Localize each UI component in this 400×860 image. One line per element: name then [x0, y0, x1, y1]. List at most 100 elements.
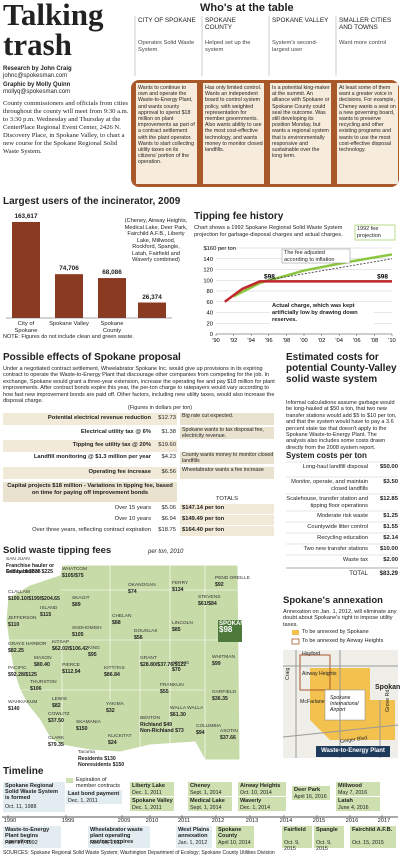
party-name: CITY OF SPOKANE	[138, 17, 196, 24]
county-fee: Residents $130	[78, 756, 116, 762]
event-box	[130, 797, 174, 811]
party-name: SMALLER CITIES AND TOWNS	[339, 17, 392, 31]
party-position: Has only limited control. Wants an indep…	[205, 85, 263, 154]
paragraph: Informal calculations assume garbage wou…	[286, 400, 397, 451]
section-title: Estimated costs for potential County-Val…	[286, 352, 397, 385]
county-name: SKAMANIA	[76, 720, 101, 725]
title: Talking trash	[3, 0, 104, 62]
county-name: CLARK	[48, 736, 64, 741]
row-value: $1.38	[161, 429, 176, 435]
county-fee: $99	[212, 661, 221, 667]
cost-label: Countywide litter control	[307, 524, 368, 530]
cost-value: $1.55	[383, 524, 398, 530]
airport	[324, 689, 366, 721]
event-label: Fairfield	[284, 827, 306, 833]
roads	[282, 650, 399, 758]
county-name: ASOTIN	[220, 729, 238, 734]
county-name: MASON	[34, 656, 52, 661]
county-name: LEWIS	[52, 697, 67, 702]
paragraph: Annexation on Jan. 1, 2012, will elimina…	[283, 609, 397, 628]
axis-label: 2015	[309, 818, 329, 825]
event-date: Dec. 1, 2011	[68, 797, 98, 804]
place-label: Craig	[285, 667, 291, 680]
category-label: Spokane Valley	[49, 321, 89, 327]
y-tick-label: 80	[207, 289, 213, 295]
event-date: Dec. 1, 2011	[132, 804, 162, 811]
value-label: 26,374	[142, 293, 162, 301]
party-name: SPOKANE COUNTY	[205, 17, 236, 31]
cost-label: Waste tax	[342, 557, 368, 563]
event-label: Millwood	[338, 783, 362, 789]
county-fee: $112.94	[62, 669, 81, 675]
event-date: Oct. 9, 2015	[316, 840, 332, 853]
axis-label: 2013	[242, 818, 262, 825]
party-name: SPOKANE VALLEY	[272, 17, 329, 24]
county-fee: $56	[134, 635, 143, 641]
bar	[138, 302, 166, 318]
event-date: Jan. 1, 2012	[178, 840, 208, 846]
event-box	[188, 782, 232, 796]
county-name: JEFFERSON	[8, 616, 37, 621]
chart-title: Tipping fee history	[194, 211, 284, 222]
cost-value: $2.14	[383, 535, 398, 541]
county-fee: $88	[112, 620, 121, 626]
county-fee: $98	[219, 625, 233, 634]
row-value: $6.94	[161, 516, 176, 522]
county-name: STEVENS	[198, 595, 221, 600]
row-band	[3, 413, 177, 425]
x-tick-label: '08	[371, 338, 379, 344]
county-fee: $61.30	[170, 712, 186, 718]
county-fee: $85	[172, 627, 181, 633]
row-note: Spokane wants to tax disposal fee, elect…	[182, 427, 264, 439]
event-box	[130, 782, 174, 796]
event-label: Spokane Regional Solid Waste System is f…	[5, 783, 58, 802]
event-date: April 10, 2014	[218, 840, 251, 846]
value-label: $98	[264, 273, 275, 280]
event-box	[238, 782, 286, 796]
x-tick-label: '90	[212, 338, 220, 344]
county-name: WHITMAN	[212, 655, 235, 660]
row-band	[3, 427, 177, 439]
cost-label: Monitor, operate, and maintain closed la…	[291, 479, 368, 492]
event-box	[238, 797, 286, 811]
legend-label: To be annexed by Airway Heights	[302, 638, 384, 644]
x-tick-label: '98	[283, 338, 291, 344]
row-total: $149.49 per ton	[182, 516, 225, 522]
capital-label: Capital projects $18 million - Variation…	[7, 483, 173, 496]
bar	[98, 278, 126, 318]
row-band	[3, 452, 177, 464]
event-date: Sept. 1, 2014	[190, 804, 222, 811]
row-total: $164.40 per ton	[182, 527, 225, 533]
axis-label: 2012	[208, 818, 228, 825]
note-box	[180, 413, 274, 425]
county-fee: $61/$84	[198, 601, 217, 607]
cost-value: $1.25	[383, 513, 398, 519]
credit: mollyq@spokesman.com	[3, 89, 71, 95]
county-name: PEND OREILLE	[215, 576, 250, 581]
value-label: 74,706	[59, 265, 79, 273]
state-shape	[5, 564, 241, 761]
y-tick-label: $160 per ton	[203, 246, 236, 252]
county-fee: $82.25	[8, 648, 24, 654]
axis-label: 2010	[142, 818, 162, 825]
annotation-box	[354, 224, 396, 241]
event-label: Deer Park	[294, 787, 321, 793]
legend-swatch	[66, 778, 73, 783]
county-fee: $140	[8, 706, 20, 712]
subsection-title: System costs per ton	[286, 451, 367, 460]
annotation-box	[281, 248, 351, 264]
series-line	[233, 253, 393, 298]
section-title: Spokane's annexation	[283, 595, 383, 606]
category-label: City of Spokane	[14, 321, 38, 334]
y-tick-label: 60	[207, 300, 213, 306]
cost-label: Two new transfer stations	[303, 546, 369, 552]
county-fee: $70	[172, 667, 181, 673]
chart-subtitle: Chart shows a 1992 Spokane Regional Soli…	[194, 225, 343, 238]
county-fee: Richland $49	[140, 722, 173, 728]
event-label: Spangle	[316, 827, 338, 833]
row-value: $6.56	[161, 469, 176, 475]
note-box	[180, 452, 274, 464]
totals-header: TOTALS	[215, 496, 238, 502]
